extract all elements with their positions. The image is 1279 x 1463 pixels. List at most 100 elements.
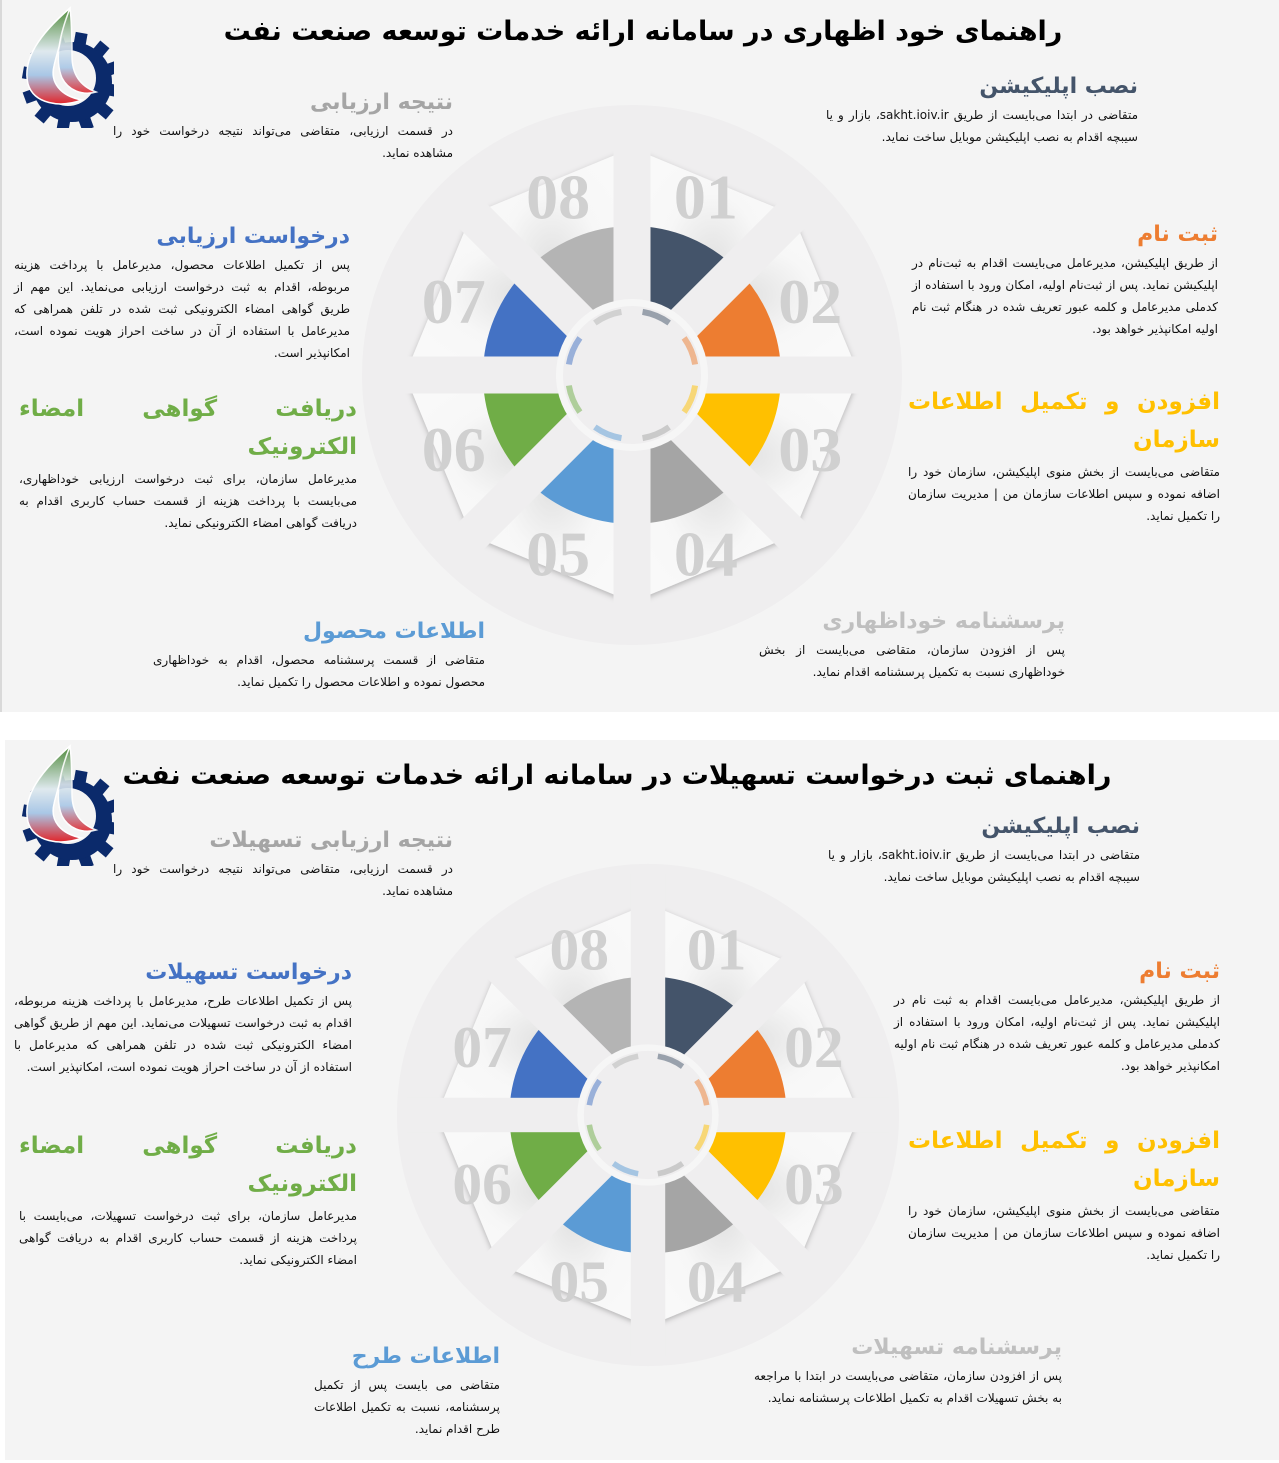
step-08: نتیجه ارزیابی تسهیلات در قسمت ارزیابی، مت… xyxy=(113,826,453,902)
step-01: نصب اپلیکیشن متقاضی در ابتدا می‌بایست از … xyxy=(826,72,1138,148)
step-inner-arc xyxy=(565,385,583,414)
step-04: پرسشنامه تسهیلات پس از افزودن سازمان، متق… xyxy=(754,1333,1062,1409)
step-inner-arc xyxy=(593,424,622,442)
page-title: راهنمای ثبت درخواست تسهیلات در سامانه ار… xyxy=(122,760,1112,791)
step-color-arc xyxy=(550,976,648,1067)
step-title: افزودن و تکمیل اطلاعات سازمان xyxy=(908,389,1220,453)
step-inner-arc xyxy=(642,424,671,442)
step-color-arc xyxy=(526,427,632,524)
step-description: متقاضی می‌بایست از بخش منوی اپلیکیشن، سا… xyxy=(908,465,1220,523)
step-color-arc xyxy=(696,1115,787,1213)
step-description: در قسمت ارزیابی، متقاضی می‌تواند نتیجه د… xyxy=(113,124,453,160)
logo-icon xyxy=(21,5,114,128)
step-number: 04 xyxy=(687,1248,747,1314)
step-color-arc xyxy=(550,1163,648,1254)
step-number: 03 xyxy=(778,414,842,485)
step-description: پس از افزودن سازمان، متقاضی می‌بایست در … xyxy=(754,1369,1062,1405)
step-inner-arc xyxy=(681,336,699,365)
step-description: از طریق اپلیکیشن، مدیرعامل می‌بایست اقدا… xyxy=(912,256,1218,336)
step-color-arc xyxy=(684,375,781,481)
step-number: 06 xyxy=(452,1151,512,1217)
step-title: دریافت گواهی امضاء الکترونیک xyxy=(19,396,357,460)
step-number: 02 xyxy=(784,1014,844,1080)
step-title: اطلاعات محصول xyxy=(302,619,485,644)
step-description: متقاضی در ابتدا می‌بایست از طریق sakht.i… xyxy=(828,848,1140,884)
steps-wheel: 01 02 03 04 05 06 07 08 xyxy=(362,105,902,645)
step-color-arc xyxy=(632,427,738,524)
step-title: نتیجه ارزیابی تسهیلات xyxy=(209,828,453,853)
step-title: پرسشنامه خوداظهاری xyxy=(822,609,1065,634)
step-title: ثبت نام xyxy=(1139,959,1220,984)
step-title: نصب اپلیکیشن xyxy=(979,74,1138,99)
step-inner-arc xyxy=(657,1053,685,1069)
step-title: درخواست ارزیابی xyxy=(156,224,350,249)
step-color-arc xyxy=(526,226,632,323)
step-07: درخواست ارزیابی پس از تکمیل اطلاعات محصول… xyxy=(14,222,350,364)
step-description: پس از افزودن سازمان، متقاضی می‌بایست از … xyxy=(759,643,1065,679)
step-title: اطلاعات طرح xyxy=(351,1344,500,1369)
step-08: نتیجه ارزیابی در قسمت ارزیابی، متقاضی می‌… xyxy=(113,88,453,164)
step-title: نتیجه ارزیابی xyxy=(310,90,453,115)
step-description: متقاضی می بایست پس از تکمیل پرسشنامه، نس… xyxy=(314,1378,500,1436)
step-inner-arc xyxy=(657,1161,685,1177)
step-01: نصب اپلیکیشن متقاضی در ابتدا می‌بایست از … xyxy=(828,812,1140,888)
steps-wheel: 01 02 03 04 05 06 07 08 xyxy=(396,863,900,1367)
step-title: دریافت گواهی امضاء الکترونیک xyxy=(19,1133,357,1197)
step-inner-arc xyxy=(681,385,699,414)
step-inner-arc xyxy=(694,1124,710,1152)
step-description: پس از تکمیل اطلاعات طرح، مدیرعامل با پرد… xyxy=(14,994,352,1074)
step-03: افزودن و تکمیل اطلاعات سازمان متقاضی می‌ب… xyxy=(908,383,1220,527)
step-color-arc xyxy=(509,1017,600,1115)
step-number: 04 xyxy=(674,518,738,589)
step-title: نصب اپلیکیشن xyxy=(981,814,1140,839)
step-inner-arc xyxy=(694,1078,710,1106)
step-color-arc xyxy=(483,269,580,375)
step-title: ثبت نام xyxy=(1137,222,1218,247)
step-title: درخواست تسهیلات xyxy=(145,960,352,985)
step-number: 07 xyxy=(422,266,486,337)
step-description: پس از تکمیل اطلاعات محصول، مدیرعامل با پ… xyxy=(14,258,350,360)
step-description: در قسمت ارزیابی، متقاضی می‌تواند نتیجه د… xyxy=(113,862,453,898)
step-number: 08 xyxy=(550,917,610,983)
step-02: ثبت نام از طریق اپلیکیشن، مدیرعامل می‌بای… xyxy=(912,220,1218,340)
step-number: 01 xyxy=(674,162,738,233)
step-05: اطلاعات طرح متقاضی می بایست پس از تکمیل پ… xyxy=(314,1342,500,1440)
step-05: اطلاعات محصول متقاضی از قسمت پرسشنامه محص… xyxy=(153,617,485,693)
step-03: افزودن و تکمیل اطلاعات سازمان متقاضی می‌ب… xyxy=(908,1122,1220,1266)
step-inner-arc xyxy=(586,1124,602,1152)
step-04: پرسشنامه خوداظهاری پس از افزودن سازمان، م… xyxy=(759,607,1065,683)
step-color-arc xyxy=(483,375,580,481)
step-inner-arc xyxy=(586,1078,602,1106)
step-number: 05 xyxy=(550,1248,610,1314)
step-07: درخواست تسهیلات پس از تکمیل اطلاعات طرح، … xyxy=(14,958,352,1078)
step-number: 03 xyxy=(784,1151,844,1217)
step-inner-arc xyxy=(593,308,622,326)
step-title: افزودن و تکمیل اطلاعات سازمان xyxy=(908,1128,1220,1192)
step-color-arc xyxy=(632,226,738,323)
step-inner-arc xyxy=(611,1161,639,1177)
step-02: ثبت نام از طریق اپلیکیشن، مدیرعامل می‌بای… xyxy=(894,957,1220,1077)
wheel-hub xyxy=(563,306,701,444)
step-inner-arc xyxy=(565,336,583,365)
step-number: 01 xyxy=(687,917,747,983)
step-inner-arc xyxy=(642,308,671,326)
step-color-arc xyxy=(648,976,746,1067)
step-description: مدیرعامل سازمان، برای ثبت درخواست ارزیاب… xyxy=(19,472,357,530)
step-number: 07 xyxy=(452,1014,512,1080)
step-description: از طریق اپلیکیشن، مدیرعامل می‌بایست اقدا… xyxy=(894,993,1220,1073)
step-description: متقاضی در ابتدا می‌بایست از طریق sakht.i… xyxy=(826,108,1138,144)
step-color-arc xyxy=(648,1163,746,1254)
step-06: دریافت گواهی امضاء الکترونیک مدیرعامل ساز… xyxy=(19,1127,357,1271)
logo-icon xyxy=(21,743,114,866)
step-description: متقاضی می‌بایست از بخش منوی اپلیکیشن، سا… xyxy=(908,1204,1220,1262)
step-06: دریافت گواهی امضاء الکترونیک مدیرعامل ساز… xyxy=(19,390,357,534)
step-description: مدیرعامل سازمان، برای ثبت درخواست تسهیلا… xyxy=(19,1209,357,1267)
page-title: راهنمای خود اظهاری در سامانه ارائه خدمات… xyxy=(223,16,1063,47)
step-description: متقاضی از قسمت پرسشنامه محصول، اقدام به … xyxy=(153,653,485,689)
step-number: 06 xyxy=(422,414,486,485)
step-inner-arc xyxy=(611,1053,639,1069)
wheel-hub xyxy=(583,1050,713,1180)
step-number: 08 xyxy=(526,162,590,233)
step-title: پرسشنامه تسهیلات xyxy=(851,1335,1062,1360)
